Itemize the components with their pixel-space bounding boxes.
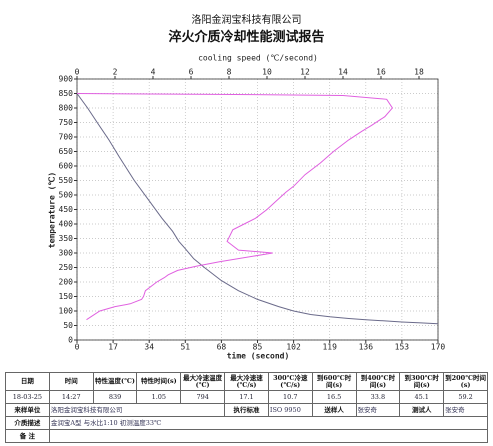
x2-tick-label: 8	[227, 68, 232, 77]
y-tick-label: 550	[59, 176, 74, 185]
value-cell: 14:27	[48, 390, 94, 404]
value-cell: 59.2	[443, 390, 488, 404]
x2-axis-label: cooling speed (℃/second)	[198, 54, 318, 63]
cell: 张安奇	[443, 403, 488, 417]
y-tick-label: 650	[59, 147, 74, 156]
value-cell: 1.05	[136, 390, 182, 404]
cell: 送样人	[311, 403, 357, 417]
y-tick-label: 200	[59, 278, 74, 287]
x-tick-label: 102	[286, 343, 301, 352]
x-tick-label: 136	[359, 343, 374, 352]
y-tick-label: 850	[59, 89, 74, 98]
header-cell: 特性时间(s)	[136, 372, 182, 391]
y-tick-label: 150	[59, 292, 74, 301]
cell: 金润宝A型 与水比1:10 初测温度33℃	[48, 416, 489, 430]
header-cell: 最大冷速速(℃/s)	[224, 372, 269, 391]
cell: 张安奇	[355, 403, 401, 417]
cell: 备 注	[5, 429, 50, 443]
header-cell: 时间	[48, 372, 94, 391]
cell: 测试人	[399, 403, 445, 417]
x2-tick-label: 6	[189, 68, 194, 77]
y-tick-label: 500	[59, 191, 74, 200]
x2-tick-label: 12	[300, 68, 310, 77]
value-cell: 839	[92, 390, 138, 404]
y-tick-label: 50	[63, 321, 73, 330]
x2-tick-label: 2	[113, 68, 118, 77]
header-cell: 300℃冷速(℃/s)	[267, 372, 313, 391]
plot-frame	[76, 78, 439, 341]
series-line	[76, 93, 439, 325]
x2-tick-label: 4	[151, 68, 156, 77]
report-title: 淬火介质冷却性能测试报告	[168, 30, 325, 45]
x2-tick-label: 18	[414, 68, 424, 77]
value-cell: 794	[180, 390, 226, 404]
x-tick-label: 34	[144, 343, 154, 352]
x2-tick-label: 16	[376, 68, 386, 77]
cell: 执行标准	[224, 403, 269, 417]
x-tick-label: 85	[253, 343, 263, 352]
header-cell: 到600℃时间(s)	[311, 372, 357, 391]
y-tick-label: 100	[59, 307, 74, 316]
cell: 来样单位	[5, 403, 50, 417]
header-cell: 特性温度(℃)	[92, 372, 138, 391]
header-cell: 到200℃时间(s)	[443, 372, 488, 391]
header-cell: 最大冷速温度(℃)	[180, 372, 226, 391]
y-tick-label: 300	[59, 249, 74, 258]
value-cell: 33.8	[355, 390, 401, 404]
x2-tick-label: 14	[338, 68, 348, 77]
cell	[48, 429, 489, 443]
value-cell: 16.5	[311, 390, 357, 404]
cell: 洛阳金润宝科技有限公司	[48, 403, 226, 417]
x-tick-label: 119	[322, 343, 337, 352]
y-tick-label: 400	[59, 220, 74, 229]
y-tick-label: 700	[59, 133, 74, 142]
header-cell: 日期	[5, 372, 50, 391]
header-cell: 到400℃时间(s)	[355, 372, 401, 391]
cell: ISO 9950	[267, 403, 313, 417]
cell: 介质描述	[5, 416, 50, 430]
y-tick-label: 800	[59, 104, 74, 113]
value-cell: 18-03-25	[5, 390, 50, 404]
x-tick-label: 68	[217, 343, 227, 352]
company: 洛阳金润宝科技有限公司	[191, 15, 302, 26]
x2-tick-label: 10	[262, 68, 272, 77]
chart: cooling speed (℃/second) time (second) t…	[48, 54, 446, 361]
data-table: 日期 时间 特性温度(℃) 特性时间(s) 最大冷速温度(℃) 最大冷速速(℃/s) 300…	[5, 372, 489, 443]
y-tick-label: 0	[68, 336, 73, 345]
y-tick-label: 750	[59, 118, 74, 127]
x-tick-label: 17	[108, 343, 118, 352]
y-axis-label: temperature (℃)	[48, 172, 57, 248]
x-tick-label: 0	[75, 343, 80, 352]
x-tick-label: 51	[180, 343, 190, 352]
x2-tick-label: 0	[75, 68, 80, 77]
header-cell: 到300℃时间(s)	[399, 372, 445, 391]
y-tick-label: 600	[59, 162, 74, 171]
value-cell: 45.1	[399, 390, 445, 404]
x-axis-label: time (second)	[227, 351, 290, 361]
y-tick-label: 450	[59, 205, 74, 214]
x-tick-label: 153	[395, 343, 410, 352]
value-cell: 10.7	[267, 390, 313, 404]
y-tick-label: 250	[59, 263, 74, 272]
x-tick-label: 170	[431, 343, 446, 352]
series-line	[76, 93, 394, 321]
y-tick-label: 350	[59, 234, 74, 243]
y-tick-label: 900	[59, 75, 74, 84]
value-cell: 17.1	[224, 390, 269, 404]
